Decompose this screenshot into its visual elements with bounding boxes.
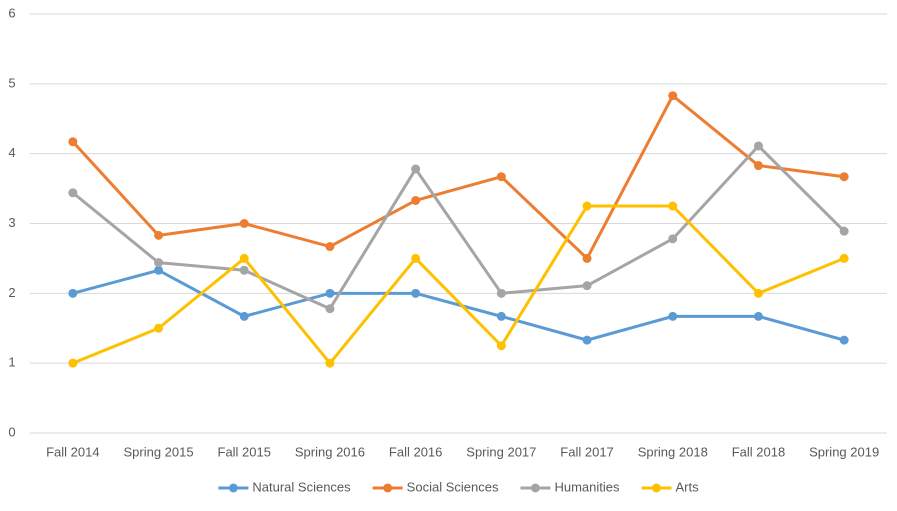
legend-marker [383, 483, 393, 493]
series-line [71, 144, 846, 311]
y-tick-label: 6 [8, 5, 15, 20]
legend-item: Natural Sciences [218, 479, 351, 494]
x-tick-label: Spring 2019 [809, 444, 879, 459]
legend-marker [530, 483, 540, 493]
data-point [411, 164, 421, 174]
data-point [239, 219, 249, 228]
data-point [154, 230, 164, 240]
series-line [71, 94, 845, 260]
data-point [582, 335, 592, 345]
data-point [154, 265, 164, 275]
y-tick-label: 5 [8, 75, 15, 90]
x-tick-label: Spring 2018 [638, 444, 708, 459]
data-point [496, 288, 506, 298]
y-tick-label: 0 [8, 424, 15, 439]
y-tick-label: 4 [8, 145, 15, 160]
x-tick-label: Fall 2014 [46, 444, 99, 459]
x-tick-label: Fall 2015 [218, 444, 271, 459]
x-tick-label: Spring 2016 [295, 444, 365, 459]
data-point [496, 172, 506, 182]
data-point [68, 137, 78, 147]
data-point [325, 358, 335, 368]
data-point [582, 281, 592, 291]
legend-label: Social Sciences [407, 479, 499, 494]
data-point [753, 141, 763, 151]
data-point [668, 311, 678, 321]
data-point [239, 265, 249, 275]
legend-marker [228, 483, 238, 493]
legend-item: Humanities [520, 479, 620, 494]
data-point [325, 304, 335, 314]
data-point [411, 253, 421, 263]
y-tick-label: 2 [8, 285, 15, 300]
data-point [239, 311, 249, 321]
data-point [154, 258, 164, 268]
data-point [753, 161, 763, 171]
legend-label: Arts [675, 479, 699, 494]
x-tick-label: Fall 2018 [732, 444, 785, 459]
data-point [753, 288, 763, 298]
legend-item: Social Sciences [372, 479, 499, 494]
data-point [325, 288, 335, 298]
legend-label: Humanities [554, 479, 620, 494]
data-point [68, 188, 78, 198]
x-tick-label: Spring 2015 [123, 444, 193, 459]
y-tick-label: 3 [8, 215, 15, 230]
data-point [839, 335, 849, 345]
legend-label: Natural Sciences [252, 479, 351, 494]
data-point [839, 253, 849, 263]
x-tick-label: Fall 2017 [560, 444, 613, 459]
data-point [582, 253, 592, 263]
data-point [68, 288, 78, 298]
data-point [239, 253, 249, 263]
data-point [668, 234, 678, 244]
legend-item: Arts [641, 479, 699, 494]
data-point [68, 358, 78, 368]
x-tick-label: Spring 2017 [466, 444, 536, 459]
legend-marker [651, 483, 661, 493]
data-point [668, 201, 678, 211]
data-point [325, 242, 335, 252]
data-point [496, 311, 506, 321]
y-tick-label: 1 [8, 355, 15, 370]
data-point [411, 195, 421, 205]
data-point [839, 226, 849, 236]
data-point [753, 311, 763, 321]
data-point [839, 172, 849, 182]
series-line [72, 204, 845, 365]
x-tick-label: Fall 2016 [389, 444, 442, 459]
data-point [496, 341, 506, 351]
data-point [411, 288, 421, 298]
data-point [668, 91, 678, 101]
data-point [582, 201, 592, 211]
data-point [154, 323, 164, 333]
